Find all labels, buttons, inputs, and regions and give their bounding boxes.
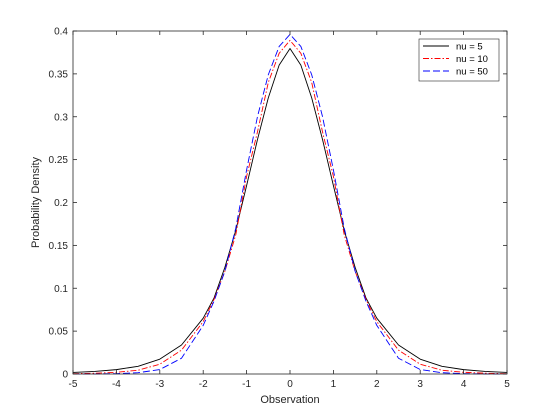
x-tick-label: 5	[504, 379, 510, 390]
x-tick-label: -4	[112, 379, 121, 390]
x-tick-label: 3	[417, 379, 423, 390]
x-axis-label: Observation	[260, 394, 319, 406]
series-layer	[72, 33, 508, 375]
series-line-3	[72, 33, 508, 375]
x-tick-label: -2	[199, 379, 208, 390]
y-tick-label: 0.15	[49, 241, 69, 252]
y-axis-ticks: 0 0.05 0.1 0.15 0.2 0.25 0.3 0.35 0.4	[49, 27, 507, 381]
y-tick-label: 0.3	[54, 112, 68, 123]
series-line-1	[72, 48, 508, 373]
y-tick-label: 0.2	[54, 198, 68, 209]
y-tick-label: 0.05	[49, 327, 69, 338]
x-tick-label: 1	[331, 379, 337, 390]
series-line-2	[72, 39, 508, 375]
plot-area	[73, 31, 507, 374]
legend-label-1: nu = 5	[456, 41, 483, 52]
legend-label-2: nu = 10	[456, 54, 488, 65]
x-tick-label: 0	[287, 379, 293, 390]
y-tick-label: 0.35	[49, 69, 69, 80]
x-tick-label: -3	[155, 379, 164, 390]
y-axis-label: Probability Density	[30, 156, 42, 248]
y-tick-label: 0.4	[54, 27, 68, 38]
x-tick-label: -5	[69, 379, 78, 390]
y-tick-label: 0.1	[54, 284, 68, 295]
legend-label-3: nu = 50	[456, 66, 488, 77]
x-axis-ticks: -5 -4 -3 -2 -1 0 1 2 3 4 5	[69, 31, 510, 390]
x-tick-label: 4	[461, 379, 467, 390]
x-tick-label: -1	[242, 379, 251, 390]
x-tick-label: 2	[374, 379, 380, 390]
y-tick-label: 0.25	[49, 155, 69, 166]
y-tick-label: 0	[62, 370, 68, 381]
